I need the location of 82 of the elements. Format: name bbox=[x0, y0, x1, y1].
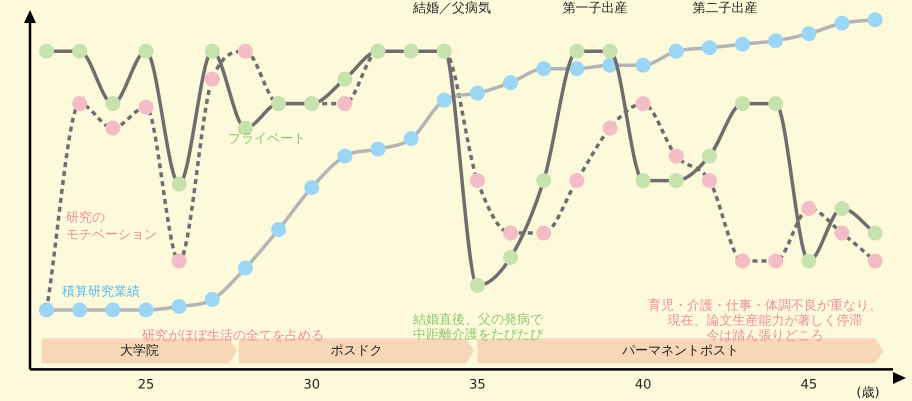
point bbox=[503, 75, 518, 90]
point bbox=[105, 302, 120, 318]
band-label: 大学院 bbox=[120, 343, 159, 358]
point bbox=[138, 302, 154, 318]
point bbox=[735, 96, 750, 112]
point bbox=[404, 131, 419, 146]
point bbox=[105, 96, 120, 112]
x-tick-label: 35 bbox=[469, 378, 486, 393]
point bbox=[238, 260, 253, 276]
point bbox=[702, 148, 717, 164]
point bbox=[105, 120, 120, 136]
series-label: プライベート bbox=[228, 131, 306, 146]
point bbox=[172, 298, 187, 314]
point bbox=[470, 173, 485, 188]
point bbox=[204, 44, 220, 59]
point bbox=[801, 26, 816, 42]
point bbox=[868, 254, 883, 269]
point bbox=[668, 173, 684, 188]
x-tick-label: 45 bbox=[800, 378, 818, 393]
point bbox=[304, 180, 320, 196]
text: 第二子出産 bbox=[692, 0, 758, 16]
point bbox=[72, 44, 88, 59]
point bbox=[503, 226, 518, 241]
point bbox=[569, 173, 584, 188]
band-label: パーマネントポスト bbox=[620, 343, 739, 358]
point bbox=[834, 226, 850, 241]
point bbox=[72, 96, 88, 112]
text: 第一子出産 bbox=[562, 0, 628, 16]
point bbox=[702, 40, 717, 56]
point bbox=[503, 250, 518, 266]
point bbox=[337, 72, 352, 87]
band-label: ポスドク bbox=[330, 343, 382, 358]
point bbox=[39, 44, 54, 59]
annotation: 研究がほぼ生活の全てを占める bbox=[142, 328, 324, 344]
point bbox=[204, 292, 220, 307]
point bbox=[172, 254, 187, 269]
point bbox=[569, 61, 584, 76]
point bbox=[138, 44, 154, 59]
point bbox=[138, 100, 154, 115]
x-tick-label: 40 bbox=[634, 378, 652, 393]
point bbox=[834, 201, 850, 216]
point bbox=[768, 96, 784, 112]
point bbox=[370, 142, 386, 157]
point bbox=[834, 16, 850, 31]
point bbox=[801, 201, 816, 216]
point bbox=[768, 254, 784, 269]
annotation: 結婚直後、父の発病で中距離介護をたびたび bbox=[412, 312, 544, 342]
point bbox=[636, 96, 651, 112]
point bbox=[768, 33, 784, 48]
point bbox=[868, 12, 883, 28]
point bbox=[636, 173, 651, 188]
point bbox=[636, 58, 651, 73]
series-label: 研究のモチベーション bbox=[66, 210, 157, 242]
point bbox=[536, 173, 552, 188]
annotation: 育児・介護・仕事・体調不良が重なり、現在、論文生産能力が著しく停滞今は踏ん張りどころ bbox=[648, 297, 882, 344]
point bbox=[436, 92, 452, 108]
point bbox=[702, 173, 717, 188]
point bbox=[569, 44, 584, 59]
point bbox=[735, 254, 750, 269]
point bbox=[72, 302, 88, 318]
point bbox=[536, 226, 552, 241]
point bbox=[337, 148, 352, 164]
x-tick-label: 25 bbox=[138, 378, 154, 393]
point bbox=[271, 222, 286, 238]
point bbox=[668, 44, 684, 59]
point bbox=[801, 254, 816, 269]
point bbox=[735, 36, 750, 52]
point bbox=[602, 44, 618, 59]
point bbox=[337, 96, 352, 112]
point bbox=[868, 226, 883, 241]
point bbox=[668, 148, 684, 164]
text: 結婚／父病気 bbox=[412, 0, 491, 16]
point bbox=[536, 61, 552, 76]
x-tick-label: 30 bbox=[303, 378, 320, 393]
point bbox=[238, 44, 253, 59]
x-axis-title: (歳) bbox=[856, 385, 880, 400]
point bbox=[470, 278, 485, 293]
point bbox=[470, 86, 485, 101]
point bbox=[204, 72, 220, 87]
series-label: 積算研究業績 bbox=[62, 284, 140, 300]
point bbox=[172, 176, 187, 192]
point bbox=[602, 120, 618, 136]
